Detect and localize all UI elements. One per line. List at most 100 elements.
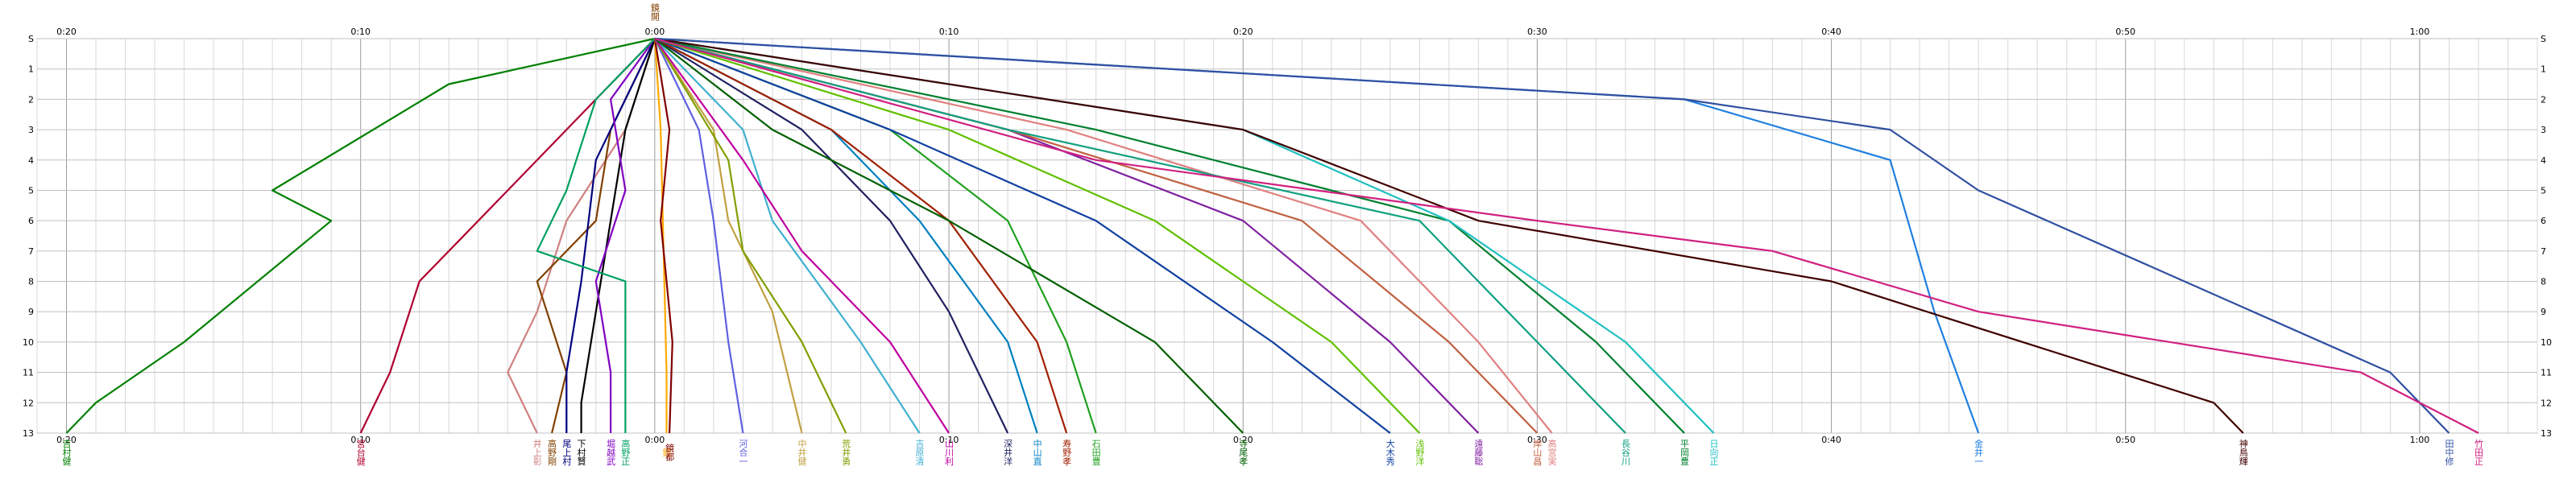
series-line-22 [654, 37, 1421, 434]
series-label-31: 田中修 [2444, 440, 2454, 467]
y-tick-label-right: S [2541, 34, 2546, 44]
x-tick-label-bottom: 0:00 [645, 435, 665, 445]
x-tick-label-bottom: 0:10 [350, 435, 371, 445]
x-tick-label-top: 0:20 [1233, 27, 1253, 37]
x-tick-label-bottom: 0:10 [939, 435, 959, 445]
series-label-12: 中井健 [797, 439, 807, 465]
series-line-20 [654, 38, 1244, 434]
series-line-31 [654, 37, 2450, 434]
x-tick-label-top: 0:40 [1821, 27, 1841, 37]
series-line-14 [654, 38, 921, 434]
series-label-6: 下村賢 [576, 440, 586, 467]
series-label-11: 河合一 [738, 439, 748, 465]
series-label-21: 大木秀 [1385, 438, 1395, 465]
series-label-10: 鏡都 [665, 443, 675, 461]
y-tick-label-right: 2 [2541, 94, 2546, 105]
series-line-16 [654, 38, 1009, 434]
x-tick-label-bottom: 0:20 [1233, 435, 1253, 445]
y-tick-label-left: 4 [28, 155, 34, 166]
series-line-10 [653, 38, 673, 434]
y-tick-label-right: 11 [2541, 368, 2552, 378]
series-line-15 [654, 38, 950, 434]
x-tick-label-top: 0:30 [1527, 27, 1547, 37]
series-line-6 [580, 38, 656, 433]
series-label-7: 堀越武 [606, 439, 616, 465]
y-tick-label-left: 3 [28, 125, 34, 135]
series-label-25: 高宮実 [1547, 438, 1557, 466]
y-tick-label-left: 12 [23, 398, 34, 408]
series-line-11 [653, 38, 744, 434]
series-label-14: 吉原清 [914, 439, 925, 466]
series-label-1: 吉村健 [61, 439, 72, 465]
series-label-8: 高野正 [620, 438, 631, 465]
top-station-label: 鏡開 [649, 2, 660, 22]
y-tick-label-left: 7 [28, 246, 34, 257]
series-label-32: 竹田正 [2473, 438, 2483, 465]
grid [36, 38, 2538, 434]
y-tick-label-right: 7 [2541, 246, 2546, 257]
series-line-30 [654, 37, 2244, 434]
plot-frame [36, 38, 2538, 434]
x-tick-label-top: 1:00 [2410, 27, 2430, 37]
x-tick-label-bottom: 0:50 [2115, 435, 2135, 445]
y-tick-label-left: 9 [28, 307, 34, 317]
series-line-13 [653, 38, 847, 434]
series-label-2: 宮台健 [355, 438, 366, 465]
series-label-26: 長谷川 [1620, 439, 1630, 465]
y-tick-label-right: 8 [2541, 277, 2546, 287]
y-tick-label-right: 13 [2541, 428, 2552, 439]
series-line-12 [653, 38, 803, 434]
y-tick-label-left: 1 [28, 64, 34, 75]
series-line-7 [594, 38, 656, 433]
series-label-23: 遠藤聡 [1473, 439, 1484, 465]
y-tick-label-left: 11 [23, 368, 34, 378]
series-label-9: 鏡 [661, 447, 672, 457]
series-label-15: 山川利 [944, 439, 955, 465]
series-lines [65, 37, 2479, 434]
x-tick-label-top: 0:10 [350, 27, 371, 37]
series-label-30: 神鳥輝 [2238, 438, 2248, 466]
series-label-17: 中山直 [1032, 439, 1042, 465]
x-tick-label-top: 0:20 [56, 27, 77, 37]
series-line-5 [565, 38, 656, 433]
series-label-4: 高野剛 [547, 438, 557, 466]
y-tick-label-right: 9 [2541, 307, 2546, 317]
series-line-25 [654, 37, 1553, 434]
y-tick-label-right: 12 [2541, 398, 2552, 408]
series-label-29: 金井一 [1973, 438, 1984, 465]
series-line-1 [65, 37, 656, 434]
series-line-21 [654, 37, 1391, 434]
series-label-13: 荒井勇 [841, 439, 851, 466]
series-label-5: 尾上村 [561, 439, 572, 465]
axes: 0:20 0:20 0:10 0:10 0:00 0:00 0:10 0:10 0:20 0:20… [23, 27, 2552, 445]
y-tick-label-left: 10 [23, 337, 34, 348]
series-line-32 [654, 37, 2479, 434]
series-label-28: 日向正 [1708, 440, 1719, 466]
y-tick-label-right: 4 [2541, 155, 2546, 166]
series-label-18: 寿野孝 [1062, 438, 1072, 465]
series-line-29 [654, 37, 1980, 434]
x-tick-label-bottom: 0:20 [56, 435, 77, 445]
x-tick-label-top: 0:10 [939, 27, 959, 37]
x-tick-label-bottom: 0:40 [1821, 435, 1841, 445]
y-tick-label-right: 3 [2541, 125, 2546, 135]
series-line-26 [654, 37, 1626, 434]
x-tick-label-top: 0:00 [645, 27, 665, 37]
series-line-8 [536, 38, 656, 433]
x-tick-label-bottom: 1:00 [2410, 435, 2430, 445]
series-labels: 吉村健 宮台健 井上彰 高野剛 尾上村 下村賢 堀越武 高野正 鏡鏡都 河合一 中井健 荒井勇 吉原清 山… [61, 438, 2483, 466]
y-tick-label-left: 13 [23, 428, 34, 439]
series-label-22: 浅野洋 [1414, 439, 1425, 465]
y-tick-label-right: 5 [2541, 185, 2546, 196]
series-label-19: 石田豊 [1091, 440, 1101, 466]
series-line-19 [654, 37, 1097, 434]
x-tick-label-bottom: 0:30 [1527, 435, 1547, 445]
series-label-24: 岸山昌 [1532, 439, 1543, 466]
y-tick-label-left: 5 [28, 185, 34, 196]
y-tick-label-left: 2 [28, 94, 34, 105]
series-label-3: 井上彰 [532, 438, 542, 466]
series-label-20: 寺尾孝 [1238, 439, 1249, 465]
y-tick-label-left: S [28, 34, 34, 44]
y-tick-label-right: 10 [2541, 337, 2552, 348]
